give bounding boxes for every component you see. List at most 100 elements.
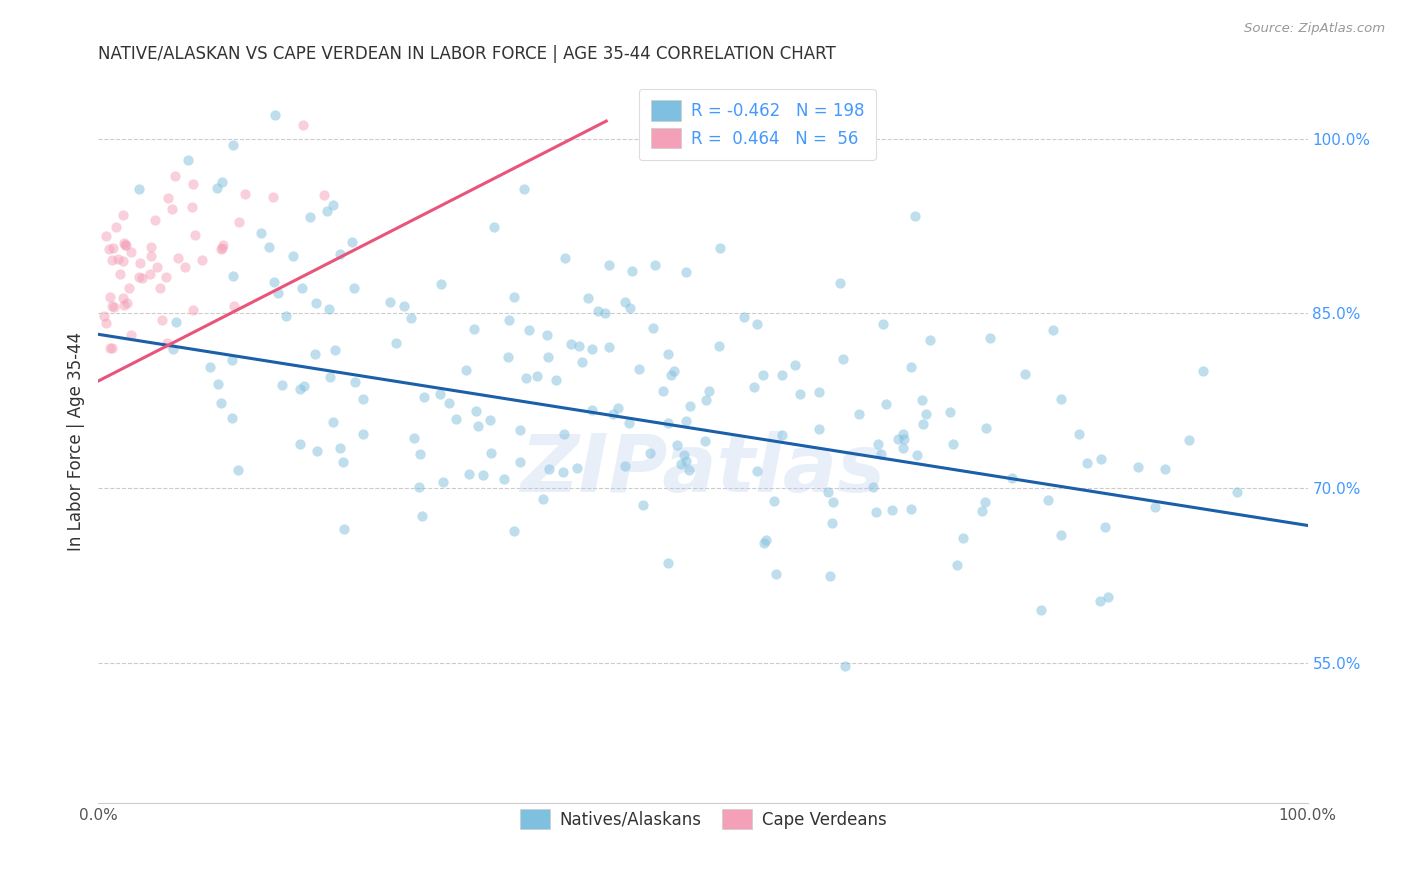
Point <box>628 361 651 376</box>
Point <box>173 260 195 275</box>
Point <box>207 180 229 194</box>
Point <box>664 364 686 378</box>
Point <box>112 254 135 268</box>
Point <box>565 460 588 475</box>
Point <box>553 427 575 442</box>
Point <box>112 236 135 251</box>
Point <box>1036 492 1059 507</box>
Point <box>554 251 576 265</box>
Point <box>120 245 142 260</box>
Point <box>209 396 232 410</box>
Point <box>139 240 162 254</box>
Point <box>101 341 124 355</box>
Point <box>156 336 179 351</box>
Point <box>222 268 245 283</box>
Point <box>198 359 221 374</box>
Point <box>413 390 436 404</box>
Point <box>101 299 124 313</box>
Point <box>492 472 515 486</box>
Point <box>329 441 352 455</box>
Point <box>675 415 697 429</box>
Point <box>872 318 894 332</box>
Point <box>267 285 290 300</box>
Point <box>1143 500 1166 514</box>
Point <box>283 249 305 263</box>
Point <box>503 290 526 304</box>
Point <box>952 531 974 545</box>
Point <box>614 295 637 310</box>
Point <box>619 301 641 315</box>
Point <box>93 309 115 323</box>
Point <box>207 377 229 392</box>
Point <box>94 316 117 330</box>
Point <box>820 516 842 530</box>
Point <box>352 427 374 442</box>
Point <box>679 399 702 413</box>
Point <box>755 533 778 547</box>
Point <box>770 428 793 442</box>
Point <box>156 191 179 205</box>
Point <box>322 197 344 211</box>
Point <box>429 277 451 292</box>
Point <box>392 299 415 313</box>
Point <box>165 315 187 329</box>
Point <box>1050 392 1073 406</box>
Point <box>437 396 460 410</box>
Point <box>657 556 679 570</box>
Point <box>657 346 679 360</box>
Point <box>432 475 454 489</box>
Point <box>228 215 250 229</box>
Point <box>598 259 620 273</box>
Point <box>112 291 135 305</box>
Point <box>146 260 169 275</box>
Point <box>457 467 479 481</box>
Point <box>974 421 997 435</box>
Point <box>817 485 839 500</box>
Text: Source: ZipAtlas.com: Source: ZipAtlas.com <box>1244 22 1385 36</box>
Point <box>571 354 593 368</box>
Point <box>1050 527 1073 541</box>
Point <box>672 448 695 462</box>
Point <box>112 208 135 222</box>
Point <box>891 441 914 455</box>
Point <box>288 437 311 451</box>
Point <box>233 187 256 202</box>
Point <box>1014 368 1036 382</box>
Point <box>693 434 716 449</box>
Point <box>221 353 243 368</box>
Point <box>617 416 640 430</box>
Point <box>765 567 787 582</box>
Point <box>340 235 363 250</box>
Point <box>866 437 889 451</box>
Text: ZIPatlas: ZIPatlas <box>520 432 886 509</box>
Point <box>115 238 138 252</box>
Point <box>333 522 356 536</box>
Point <box>401 311 423 326</box>
Point <box>471 467 494 482</box>
Point <box>221 138 243 153</box>
Point <box>602 407 624 421</box>
Point <box>526 369 548 384</box>
Point <box>1001 471 1024 485</box>
Point <box>120 328 142 343</box>
Point <box>546 373 568 387</box>
Point <box>250 227 273 241</box>
Point <box>138 267 160 281</box>
Point <box>143 213 166 227</box>
Point <box>785 359 807 373</box>
Point <box>830 276 852 290</box>
Point <box>128 182 150 196</box>
Point <box>155 269 177 284</box>
Point <box>893 427 915 442</box>
Point <box>517 323 540 337</box>
Point <box>678 463 700 477</box>
Point <box>742 380 765 394</box>
Point <box>312 188 335 202</box>
Point <box>669 457 692 471</box>
Point <box>262 190 284 204</box>
Point <box>942 437 965 451</box>
Point <box>536 327 558 342</box>
Point <box>1097 591 1119 605</box>
Point <box>162 342 184 356</box>
Point <box>304 347 326 361</box>
